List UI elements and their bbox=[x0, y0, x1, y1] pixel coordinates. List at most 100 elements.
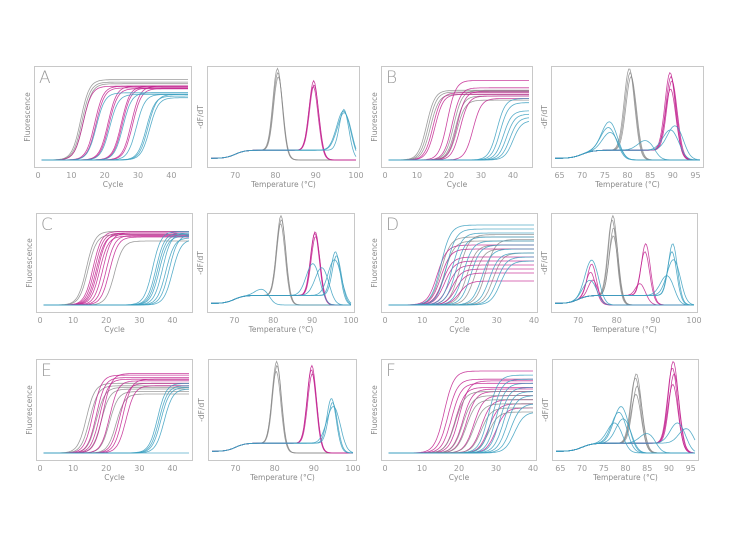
y-axis-label: Fluorescence bbox=[25, 385, 34, 435]
chart-C-melt: 70 80 90 100 Temperature (°C) -dF/dT bbox=[196, 213, 359, 334]
x-tick-label: 85 bbox=[642, 464, 652, 473]
x-tick-label: 80 bbox=[622, 171, 632, 180]
panel-letter: F bbox=[386, 361, 396, 381]
x-tick-label: 70 bbox=[573, 316, 583, 325]
y-axis-label: -dF/dT bbox=[196, 251, 205, 275]
x-axis-label: Temperature (°C) bbox=[591, 325, 657, 334]
x-tick-label: 95 bbox=[686, 464, 696, 473]
chart-D-amplification: 0 10 20 30 40 Cycle Fluorescence D bbox=[370, 213, 539, 334]
curve-teal bbox=[388, 412, 534, 454]
x-tick-label: 20 bbox=[444, 171, 454, 180]
x-tick-label: 65 bbox=[555, 464, 565, 473]
curve-teal bbox=[555, 275, 694, 306]
y-axis-label: -dF/dT bbox=[540, 105, 549, 129]
curve-gray bbox=[388, 91, 529, 161]
x-tick-label: 90 bbox=[664, 464, 674, 473]
curve-teal bbox=[555, 125, 701, 161]
plot-frame bbox=[36, 359, 193, 461]
x-tick-label: 80 bbox=[270, 171, 280, 180]
plot-frame bbox=[551, 213, 698, 313]
x-tick-label: 0 bbox=[382, 171, 387, 180]
x-axis-label: Cycle bbox=[449, 325, 470, 334]
panel-letter: E bbox=[41, 361, 52, 381]
x-tick-label: 20 bbox=[454, 316, 464, 325]
plot-frame bbox=[36, 213, 193, 313]
x-tick-label: 90 bbox=[307, 316, 317, 325]
chart-B-amplification: 0 10 20 30 40 Cycle Fluorescence B bbox=[370, 66, 533, 189]
x-tick-label: 10 bbox=[66, 171, 76, 180]
curve-teal bbox=[211, 288, 351, 306]
x-tick-label: 0 bbox=[37, 316, 42, 325]
y-axis-label: -dF/dT bbox=[196, 105, 205, 129]
x-axis-label: Temperature (°C) bbox=[594, 180, 660, 189]
x-tick-label: 80 bbox=[620, 464, 630, 473]
y-axis-label: Fluorescence bbox=[370, 238, 379, 288]
x-tick-label: 90 bbox=[668, 171, 678, 180]
x-tick-label: 40 bbox=[528, 464, 538, 473]
curve-teal bbox=[212, 406, 354, 453]
x-tick-label: 100 bbox=[686, 316, 701, 325]
panel-letter: A bbox=[39, 68, 51, 88]
plot-frame bbox=[552, 359, 699, 461]
x-tick-label: 20 bbox=[101, 464, 111, 473]
plot-frame bbox=[207, 213, 355, 313]
x-tick-label: 0 bbox=[37, 464, 42, 473]
x-axis-label: Cycle bbox=[447, 180, 468, 189]
y-axis-label: -dF/dT bbox=[540, 251, 549, 275]
x-tick-label: 100 bbox=[343, 316, 358, 325]
x-tick-label: 40 bbox=[167, 464, 177, 473]
y-axis-label: -dF/dT bbox=[197, 398, 206, 422]
x-tick-label: 30 bbox=[491, 464, 501, 473]
panel-letter: B bbox=[386, 68, 397, 88]
curve-teal bbox=[41, 97, 188, 161]
x-axis-label: Temperature (°C) bbox=[249, 473, 315, 482]
chart-E-amplification: 0 10 20 30 40 Cycle Fluorescence E bbox=[25, 359, 193, 482]
chart-E-melt: 70 80 90 100 Temperature (°C) -dF/dT bbox=[197, 359, 361, 482]
x-tick-label: 30 bbox=[133, 171, 143, 180]
chart-F-amplification: 0 10 20 30 40 Cycle Fluorescence F bbox=[370, 359, 538, 482]
x-tick-label: 20 bbox=[101, 316, 111, 325]
x-tick-label: 40 bbox=[166, 171, 176, 180]
x-tick-label: 70 bbox=[577, 464, 587, 473]
x-tick-label: 20 bbox=[100, 171, 110, 180]
x-tick-label: 80 bbox=[270, 464, 280, 473]
x-tick-label: 10 bbox=[412, 171, 422, 180]
x-tick-label: 70 bbox=[577, 171, 587, 180]
x-tick-label: 40 bbox=[167, 316, 177, 325]
x-tick-label: 30 bbox=[134, 316, 144, 325]
x-tick-label: 90 bbox=[650, 316, 660, 325]
x-axis-label: Cycle bbox=[449, 473, 470, 482]
x-tick-label: 75 bbox=[599, 464, 609, 473]
curve-teal bbox=[556, 428, 696, 452]
curve-teal bbox=[388, 121, 530, 161]
chart-F-melt: 65 70 75 80 85 90 95 Temperature (°C) -dF/dT bbox=[541, 359, 699, 482]
chart-C-amplification: 0 10 20 30 40 Cycle Fluorescence C bbox=[25, 213, 193, 334]
x-tick-label: 80 bbox=[268, 316, 278, 325]
x-tick-label: 40 bbox=[529, 316, 539, 325]
x-tick-label: 70 bbox=[229, 316, 239, 325]
x-axis-label: Temperature (°C) bbox=[592, 473, 658, 482]
x-axis-label: Cycle bbox=[103, 180, 124, 189]
x-tick-label: 70 bbox=[230, 464, 240, 473]
x-tick-label: 30 bbox=[476, 171, 486, 180]
x-tick-label: 90 bbox=[311, 171, 321, 180]
curve-gray bbox=[41, 79, 188, 161]
x-tick-label: 100 bbox=[348, 171, 363, 180]
x-tick-label: 10 bbox=[417, 316, 427, 325]
x-tick-label: 65 bbox=[554, 171, 564, 180]
plot-frame bbox=[381, 66, 533, 168]
x-axis-label: Temperature (°C) bbox=[250, 180, 316, 189]
x-axis-label: Cycle bbox=[104, 325, 125, 334]
chart-D-melt: 70 80 90 100 Temperature (°C) -dF/dT bbox=[540, 213, 702, 334]
curve-teal bbox=[388, 260, 535, 306]
curve-teal bbox=[555, 279, 694, 306]
x-axis-label: Temperature (°C) bbox=[248, 325, 314, 334]
x-tick-label: 10 bbox=[68, 316, 78, 325]
chart-B-melt: 65 70 75 80 85 90 95 Temperature (°C) -dF/dT bbox=[540, 66, 704, 189]
x-tick-label: 10 bbox=[68, 464, 78, 473]
panel-letter: D bbox=[386, 215, 399, 235]
curve-gray bbox=[41, 81, 188, 161]
x-tick-label: 80 bbox=[612, 316, 622, 325]
chart-A-melt: 70 80 90 100 Temperature (°C) -dF/dT bbox=[196, 66, 364, 189]
curve-teal bbox=[211, 112, 357, 159]
